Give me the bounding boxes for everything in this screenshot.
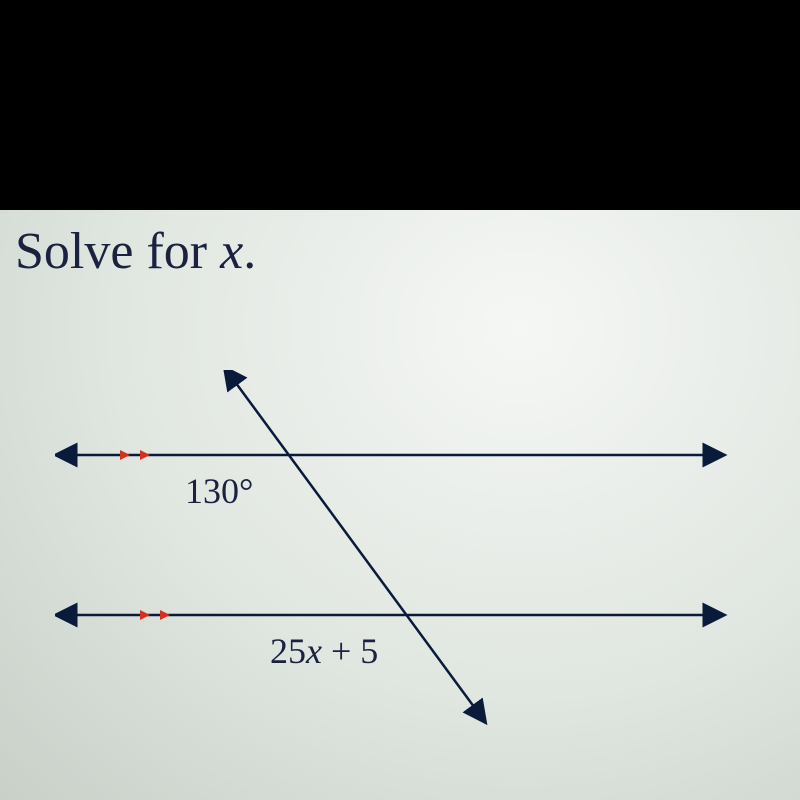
- angle-label-1: 130°: [185, 470, 253, 512]
- diagram-svg: [55, 370, 735, 750]
- title-prefix: Solve for: [15, 223, 220, 280]
- geometry-diagram: [55, 370, 735, 750]
- title-suffix: .: [243, 223, 256, 280]
- title-variable: x: [220, 223, 243, 280]
- angle-label-2: 25x + 5: [270, 630, 378, 672]
- problem-title: Solve for x.: [15, 222, 256, 281]
